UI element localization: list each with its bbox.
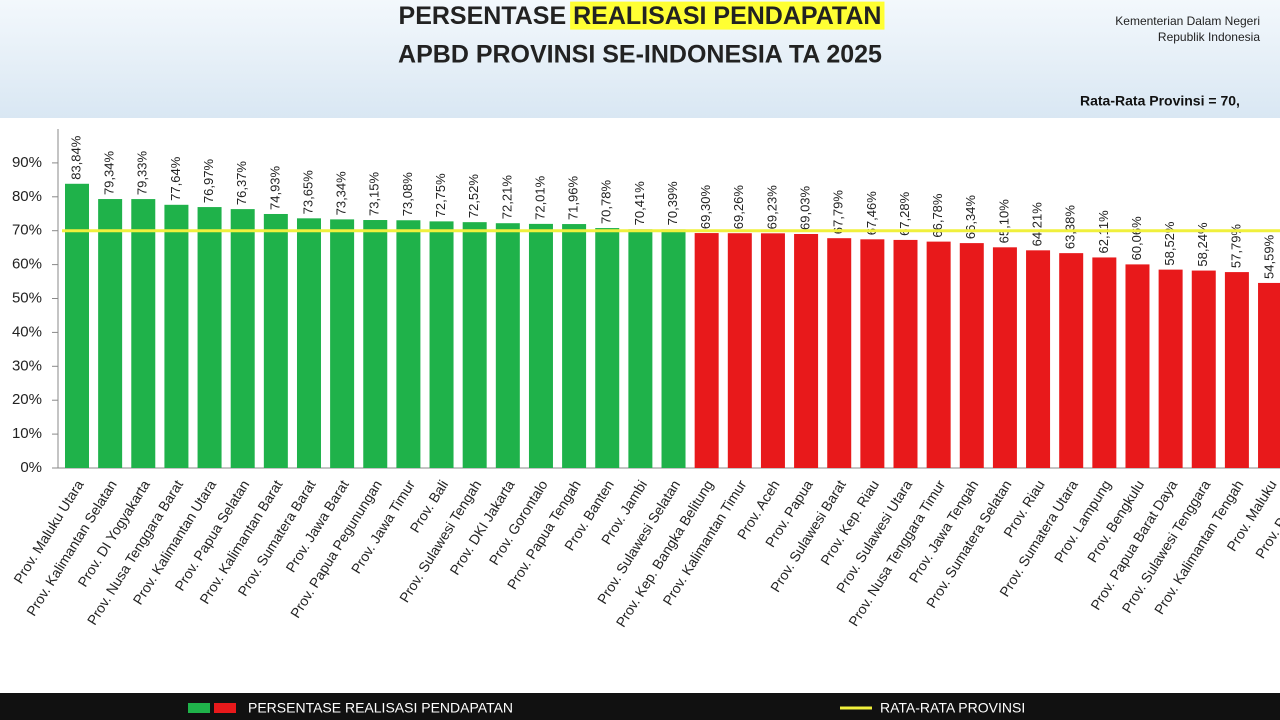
bar	[827, 238, 852, 468]
value-label: 74,93%	[267, 165, 282, 210]
value-label: 77,64%	[168, 156, 183, 201]
value-label: 66,78%	[930, 193, 945, 238]
y-tick-label: 0%	[20, 459, 42, 476]
y-tick-label: 60%	[12, 256, 42, 273]
title-highlight: REALISASI PENDAPATAN	[573, 2, 881, 30]
value-label: 76,97%	[201, 159, 216, 204]
value-label: 67,46%	[864, 191, 879, 236]
value-label: 63,38%	[1063, 205, 1078, 250]
bar	[893, 239, 918, 468]
bar	[462, 222, 487, 468]
value-label: 58,52%	[1162, 221, 1177, 266]
legend-bg	[0, 693, 1280, 720]
bar	[694, 233, 719, 468]
bar	[230, 209, 255, 468]
bar	[197, 207, 222, 468]
value-label: 69,03%	[798, 185, 813, 230]
value-label: 69,23%	[764, 185, 779, 230]
chart-subtitle: APBD PROVINSI SE-INDONESIA TA 2025	[398, 41, 882, 69]
bar	[1258, 282, 1280, 468]
source-line: Kementerian Dalam Negeri	[1115, 14, 1260, 28]
y-tick-label: 40%	[12, 323, 42, 340]
value-label: 72,01%	[532, 175, 547, 220]
bar	[1224, 272, 1249, 468]
bar	[528, 223, 553, 468]
bar	[959, 243, 984, 468]
value-label: 79,33%	[135, 151, 150, 196]
bar	[628, 229, 653, 468]
bar	[363, 220, 388, 468]
average-label: Rata-Rata Provinsi = 70,	[1080, 93, 1240, 109]
bar	[794, 233, 819, 468]
y-tick-label: 20%	[12, 391, 42, 408]
legend-label: PERSENTASE REALISASI PENDAPATAN	[248, 700, 513, 716]
value-label: 71,96%	[566, 176, 581, 221]
y-tick-label: 50%	[12, 289, 42, 306]
legend-swatch	[214, 703, 236, 713]
bar	[727, 233, 752, 468]
bar	[1059, 253, 1084, 468]
bar	[661, 229, 686, 468]
bar	[131, 199, 156, 469]
value-label: 69,30%	[698, 185, 713, 230]
value-label: 73,15%	[367, 171, 382, 216]
value-label: 76,37%	[234, 161, 249, 206]
bar	[429, 221, 454, 468]
bar	[296, 218, 321, 468]
value-label: 70,78%	[599, 180, 614, 225]
value-label: 83,84%	[68, 135, 83, 180]
bar	[992, 247, 1017, 468]
bar	[330, 219, 355, 468]
bar	[1092, 257, 1117, 468]
value-label: 67,28%	[897, 191, 912, 236]
bar	[1158, 269, 1183, 468]
bar	[263, 213, 288, 468]
y-tick-label: 10%	[12, 425, 42, 442]
value-label: 64,21%	[1029, 202, 1044, 247]
bar	[495, 223, 520, 468]
bar	[1026, 250, 1051, 468]
bar	[562, 224, 587, 468]
value-label: 57,79%	[1228, 224, 1243, 269]
bar	[760, 233, 785, 468]
bar	[1125, 264, 1150, 468]
bar	[926, 241, 951, 468]
y-tick-label: 80%	[12, 188, 42, 205]
bar	[65, 183, 89, 468]
value-label: 65,10%	[996, 199, 1011, 244]
value-label: 72,21%	[499, 175, 514, 220]
value-label: 73,08%	[400, 172, 415, 217]
value-label: 67,79%	[831, 190, 846, 235]
bar	[860, 239, 885, 468]
bar	[396, 220, 421, 468]
value-label: 73,65%	[300, 170, 315, 215]
chart-title: PERSENTASE REALISASI PENDAPATAN	[399, 2, 882, 30]
value-label: 70,41%	[632, 181, 647, 226]
value-label: 60,06%	[1129, 216, 1144, 261]
value-label: 54,59%	[1261, 234, 1276, 279]
value-label: 69,26%	[731, 185, 746, 230]
title-text: PERSENTASE	[399, 2, 567, 30]
title-highlight-bg	[570, 1, 885, 30]
y-tick-label: 70%	[12, 222, 42, 239]
y-tick-label: 90%	[12, 154, 42, 171]
value-label: 72,75%	[433, 173, 448, 218]
legend-label: RATA-RATA PROVINSI	[880, 700, 1025, 716]
value-label: 79,34%	[102, 151, 117, 196]
y-tick-label: 30%	[12, 357, 42, 374]
bar	[164, 204, 189, 468]
value-label: 73,34%	[334, 171, 349, 216]
bar	[98, 199, 123, 468]
source-line: Republik Indonesia	[1158, 30, 1260, 44]
value-label: 66,34%	[963, 195, 978, 240]
bar	[1191, 270, 1216, 468]
bar	[595, 228, 620, 468]
value-label: 58,24%	[1195, 222, 1210, 267]
value-label: 70,39%	[665, 181, 680, 226]
value-label: 72,52%	[466, 174, 481, 219]
legend-swatch	[188, 703, 210, 713]
